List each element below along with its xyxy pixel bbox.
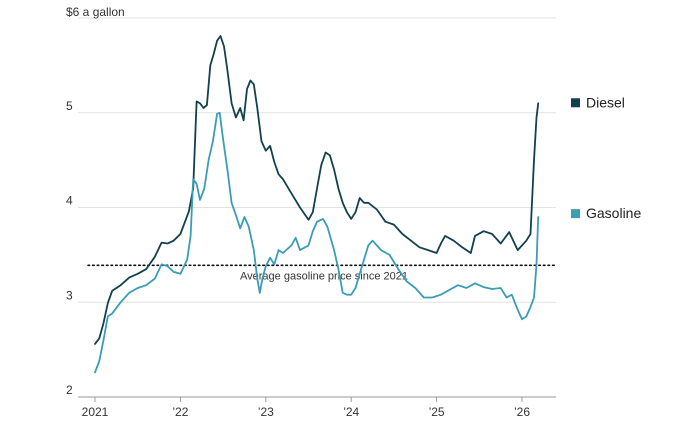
y-tick-label: 5 [66, 99, 73, 113]
series-layer [94, 35, 540, 374]
series-line-gasoline [94, 111, 540, 374]
grid-layer [78, 17, 556, 303]
legend-swatch-diesel [571, 98, 580, 108]
legend-label-diesel: Diesel [586, 94, 625, 110]
y-tick-label: 2 [66, 383, 73, 397]
x-tick-label: ’26 [514, 405, 530, 419]
x-tick-label: ’24 [343, 405, 359, 419]
x-tick-label: 2021 [82, 405, 109, 419]
reference-layer: Average gasoline price since 2021 [87, 264, 557, 282]
reference-line-label: Average gasoline price since 2021 [240, 270, 408, 282]
y-tick-label: 4 [66, 194, 73, 208]
y-tick-label: $6 a gallon [66, 5, 125, 19]
x-tick-label: ’22 [172, 405, 188, 419]
legend-swatch-gasoline [571, 209, 580, 219]
y-tick-label: 3 [66, 288, 73, 302]
x-tick-label: ’23 [258, 405, 274, 419]
axis-layer: $6 a gallon 5 4 3 2 2021 ’22 ’23 ’24 ’25 ’26 [66, 5, 556, 419]
legend-label-gasoline: Gasoline [586, 205, 641, 221]
legend-layer: Diesel Gasoline [571, 94, 641, 221]
series-line-diesel [94, 35, 540, 345]
x-tick-label: ’25 [429, 405, 445, 419]
